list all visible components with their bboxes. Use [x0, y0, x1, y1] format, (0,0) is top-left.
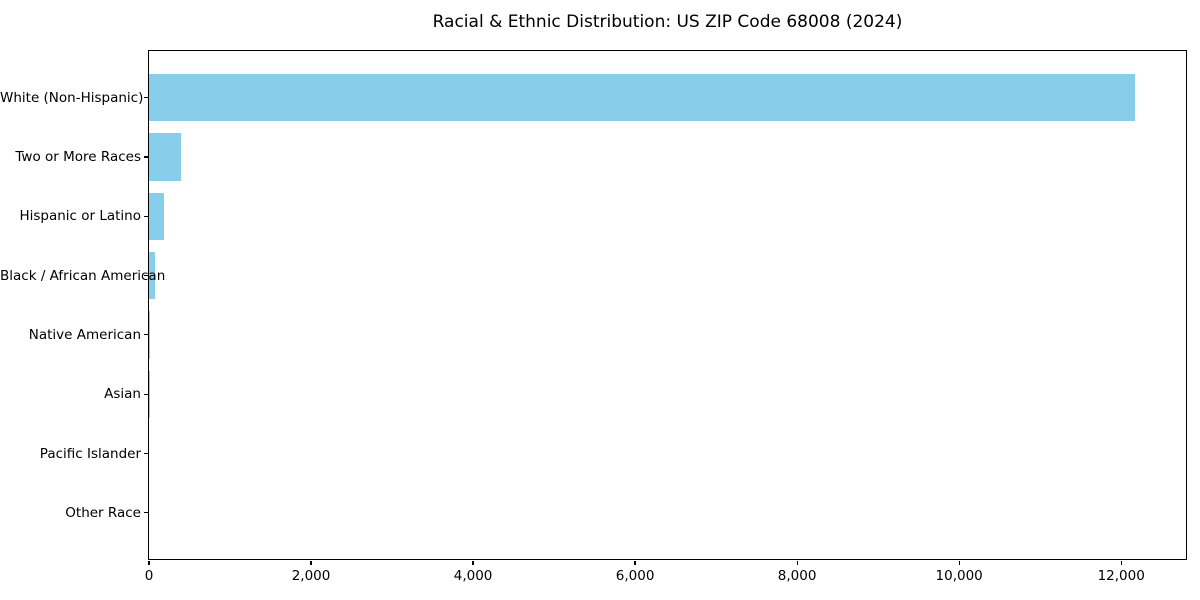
- x-tick-label-2000: 2,000: [291, 567, 331, 584]
- bar-white-non-hispanic: [149, 73, 1135, 122]
- x-tick-mark: [1120, 560, 1122, 565]
- y-tick-mark: [143, 452, 148, 455]
- y-tick-mark: [143, 512, 148, 514]
- y-tick-mark: [143, 334, 148, 336]
- x-tick-mark: [634, 560, 636, 565]
- chart-title: Racial & Ethnic Distribution: US ZIP Cod…: [432, 12, 903, 32]
- y-tick-mark: [143, 97, 148, 99]
- y-tick-mark: [143, 215, 148, 217]
- x-tick-label-6000: 6,000: [615, 567, 655, 584]
- bar-hispanic-or-latino: [149, 192, 164, 240]
- x-tick-label-12000: 12,000: [1097, 567, 1145, 584]
- x-tick-label-8000: 8,000: [777, 567, 817, 584]
- x-tick-label-10000: 10,000: [935, 567, 983, 584]
- x-tick-mark: [958, 560, 960, 565]
- x-tick-mark: [148, 560, 150, 565]
- y-tick-label-hispanic-or-latino: Hispanic or Latino: [19, 208, 141, 225]
- y-tick-label-black-african-american: Black / African American: [0, 267, 166, 284]
- bar-native-american: [149, 311, 151, 359]
- x-tick-label-0: 0: [144, 567, 154, 584]
- x-tick-mark: [310, 560, 312, 565]
- y-tick-label-white-non-hispanic: White (Non-Hispanic): [0, 89, 144, 106]
- x-tick-label-4000: 4,000: [453, 567, 493, 584]
- x-tick-mark: [472, 560, 474, 565]
- y-tick-label-two-or-more-races: Two or More Races: [15, 148, 141, 165]
- y-tick-label-asian: Asian: [104, 386, 141, 403]
- y-tick-label-other-race: Other Race: [65, 504, 141, 521]
- y-tick-label-pacific-islander: Pacific Islander: [39, 445, 141, 462]
- plot-area: [148, 50, 1187, 560]
- y-tick-mark: [143, 393, 148, 395]
- bar-asian: [149, 370, 150, 418]
- bar-black-african-american: [149, 251, 156, 300]
- y-tick-mark: [143, 156, 148, 158]
- x-tick-mark: [796, 560, 798, 565]
- y-tick-label-native-american: Native American: [28, 326, 141, 343]
- y-tick-mark: [143, 274, 148, 277]
- bar-two-or-more-races: [149, 133, 182, 181]
